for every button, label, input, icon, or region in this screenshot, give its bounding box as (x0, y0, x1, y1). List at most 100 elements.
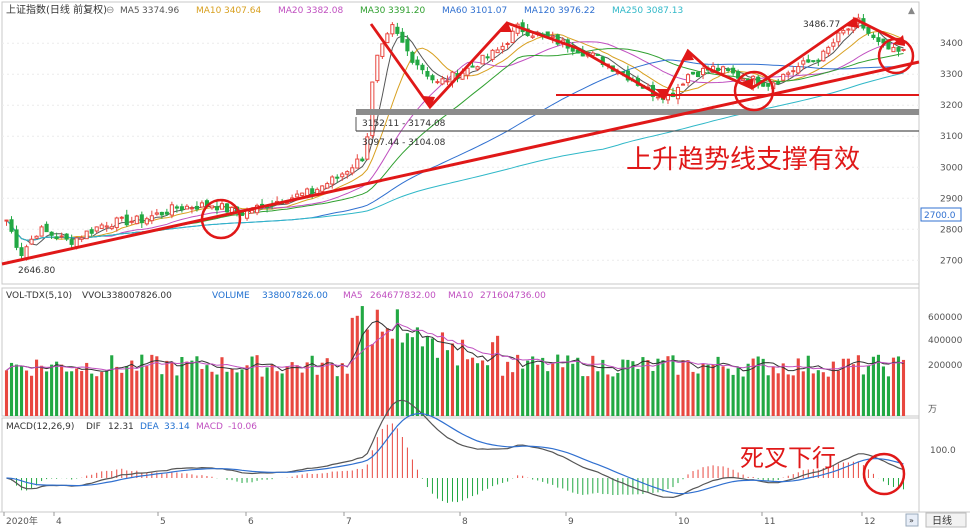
candle-body (300, 192, 305, 197)
arrowhead-3 (656, 89, 669, 100)
volume-bar (190, 360, 194, 416)
x-tick-label-9: 12 (864, 517, 875, 527)
volume-bar (95, 376, 99, 416)
scroll-button[interactable] (905, 513, 919, 527)
volume-bar (566, 355, 570, 416)
candle-body (470, 65, 475, 68)
macd-lines (6, 399, 904, 499)
volume-bar (70, 371, 74, 416)
volume-value: 338007826.00 (262, 291, 328, 301)
support-circle-3 (877, 37, 915, 75)
ma-legend-value-6: 3087.13 (646, 6, 683, 16)
support-circle-1 (200, 198, 242, 240)
volume-bar (65, 371, 69, 416)
candle-body (390, 24, 395, 35)
vol-tick-3: 200000 (928, 361, 963, 371)
volume-bar (756, 356, 760, 416)
candle-body (219, 203, 225, 210)
death-cross-circle (862, 452, 906, 496)
price-tick-1: 2800 (940, 225, 963, 235)
volume-bar (200, 368, 204, 416)
candle-body (109, 226, 114, 230)
volume-ma-line-5 (6, 320, 904, 372)
volume-bar (611, 376, 615, 416)
volume-bar (455, 365, 460, 416)
volume-bar (736, 367, 740, 416)
volume-bar (75, 368, 79, 416)
volume-bar (285, 366, 289, 416)
volume-bar (601, 359, 605, 416)
volume-bar (320, 362, 324, 416)
candle-body (209, 205, 215, 209)
candle-body (475, 66, 480, 70)
volume-bar (536, 364, 540, 416)
candle-body (590, 52, 595, 56)
dea-line (6, 413, 904, 495)
support-band-1-label: 3152.11 - 3174.08 (362, 119, 446, 129)
candle-body (836, 32, 841, 43)
volume-bar (365, 329, 369, 416)
vol-ma10-label: MA10 (448, 291, 474, 301)
volume-bar (721, 366, 725, 416)
volume-bar (50, 364, 54, 416)
high-price-label: 3486.77 (803, 20, 840, 30)
volume-bar (636, 368, 640, 416)
expand-arrow-icon[interactable]: ▲ (908, 6, 915, 16)
volume-bar (300, 372, 304, 416)
candle-body (4, 219, 9, 222)
volume-bar (641, 357, 645, 416)
vol-ma5-label: MA5 (343, 291, 363, 301)
volume-bar (841, 358, 845, 416)
price-tick-3: 3000 (940, 163, 963, 173)
candle-body (249, 209, 255, 214)
ma-legend-label-5: MA120 (524, 6, 555, 16)
candle-body (685, 74, 691, 84)
ma-line-5 (6, 24, 904, 246)
vol-unit: 万 (928, 405, 937, 415)
period-button-label[interactable]: 日线 (932, 514, 952, 527)
volume-bar (606, 374, 610, 416)
candle-body (24, 246, 29, 259)
ma-legend-label-1: MA10 (196, 6, 222, 16)
candle-body (806, 59, 811, 63)
price-tick-6: 3300 (940, 70, 963, 80)
candle-body (199, 202, 204, 208)
dif-label: DIF (86, 422, 101, 432)
x-tick-label-4: 7 (346, 517, 352, 527)
vol-tick-2: 400000 (928, 336, 963, 346)
volume-bar (345, 373, 349, 416)
volume-bar (395, 309, 399, 416)
collapse-icon[interactable]: ⊖ (106, 5, 114, 16)
macd-annotation: 死叉下行 (740, 444, 836, 472)
candlesticks (4, 13, 906, 261)
volume-bar (450, 343, 455, 416)
ma-legend-value-1: 3407.64 (224, 6, 261, 16)
candle-body (846, 28, 851, 31)
candle-body (29, 238, 34, 245)
candle-body (365, 136, 370, 160)
volume-bar (491, 342, 495, 416)
volume-bar (846, 358, 850, 416)
volume-bar (806, 355, 810, 416)
candle-body (330, 176, 335, 185)
candle-body (440, 78, 445, 85)
volume-bar (776, 373, 780, 416)
candle-body (149, 215, 154, 222)
scroll-arrow-icon[interactable]: » (909, 516, 914, 525)
volume-bar (435, 357, 440, 416)
volume-bar (661, 360, 665, 416)
candle-body (355, 158, 360, 169)
ma-line-10 (6, 31, 904, 241)
volume-bar (115, 366, 119, 416)
volume-bar (110, 355, 114, 416)
volume-bar (581, 376, 585, 416)
period-button[interactable] (925, 512, 967, 528)
price-panel-frame (1, 1, 920, 285)
volume-bar (711, 364, 715, 416)
candle-body (385, 33, 390, 44)
volume-bar (531, 356, 535, 416)
candle-body (59, 235, 64, 238)
candle-body (871, 34, 876, 39)
volume-bar (481, 360, 485, 416)
